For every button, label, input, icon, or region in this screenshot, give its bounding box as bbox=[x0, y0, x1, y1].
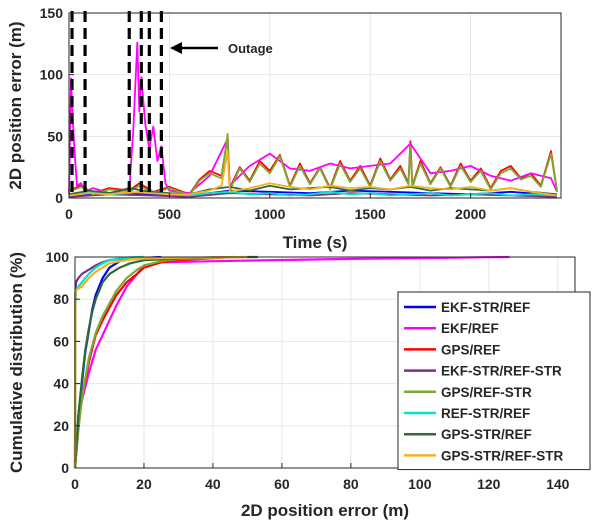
bottom-ylabel: Cumulative distribution (%) bbox=[7, 252, 26, 473]
legend-box bbox=[397, 291, 591, 471]
bottom-xtick-label: 20 bbox=[136, 476, 152, 492]
top-xlabel: Time (s) bbox=[283, 233, 348, 252]
legend-label: GPS/REF bbox=[441, 342, 500, 357]
top-xtick-label: 500 bbox=[158, 206, 182, 222]
bottom-xlabel: 2D position error (m) bbox=[241, 501, 409, 520]
top-ytick-label: 0 bbox=[55, 190, 63, 206]
top-ytick-label: 50 bbox=[47, 128, 63, 144]
bottom-series-4 bbox=[73, 255, 234, 469]
top-ytick-label: 100 bbox=[40, 67, 64, 83]
bottom-series-7 bbox=[73, 255, 248, 469]
legend-label: EKF-STR/REF bbox=[441, 300, 530, 315]
bottom-xtick-label: 140 bbox=[546, 476, 570, 492]
top-ylabel: 2D position error (m) bbox=[6, 21, 25, 189]
top-xtick-label: 1000 bbox=[254, 206, 285, 222]
top-xtick-label: 2000 bbox=[455, 206, 486, 222]
outage-arrow-head bbox=[170, 42, 182, 54]
bottom-xtick-label: 40 bbox=[205, 476, 221, 492]
bottom-ytick-label: 100 bbox=[46, 249, 70, 265]
legend-label: EKF/REF bbox=[441, 321, 499, 336]
bottom-xtick-label: 100 bbox=[408, 476, 432, 492]
top-xtick-label: 1500 bbox=[355, 206, 386, 222]
legend-label: GPS-STR/REF-STR bbox=[441, 448, 564, 463]
legend-label: GPS-STR/REF bbox=[441, 427, 532, 442]
bottom-xtick-label: 60 bbox=[274, 476, 290, 492]
bottom-ytick-label: 80 bbox=[53, 291, 69, 307]
top-series-7 bbox=[68, 150, 558, 197]
bottom-xtick-label: 0 bbox=[71, 476, 79, 492]
legend-label: GPS/REF-STR bbox=[441, 385, 532, 400]
top-axes-box bbox=[68, 12, 562, 199]
top-ytick-label: 150 bbox=[40, 5, 64, 21]
legend-label: EKF-STR/REF-STR bbox=[441, 364, 562, 379]
top-xtick-label: 0 bbox=[65, 206, 73, 222]
bottom-xtick-label: 120 bbox=[477, 476, 501, 492]
bottom-ytick-label: 40 bbox=[53, 376, 69, 392]
bottom-ytick-label: 60 bbox=[53, 333, 69, 349]
bottom-ytick-label: 20 bbox=[53, 418, 69, 434]
legend-label: REF-STR/REF bbox=[441, 406, 530, 421]
bottom-series-6 bbox=[73, 255, 258, 469]
top-plot-area bbox=[69, 13, 561, 198]
outage-label: Outage bbox=[228, 41, 273, 56]
bottom-xtick-label: 80 bbox=[343, 476, 359, 492]
bottom-ytick-label: 0 bbox=[61, 460, 69, 476]
